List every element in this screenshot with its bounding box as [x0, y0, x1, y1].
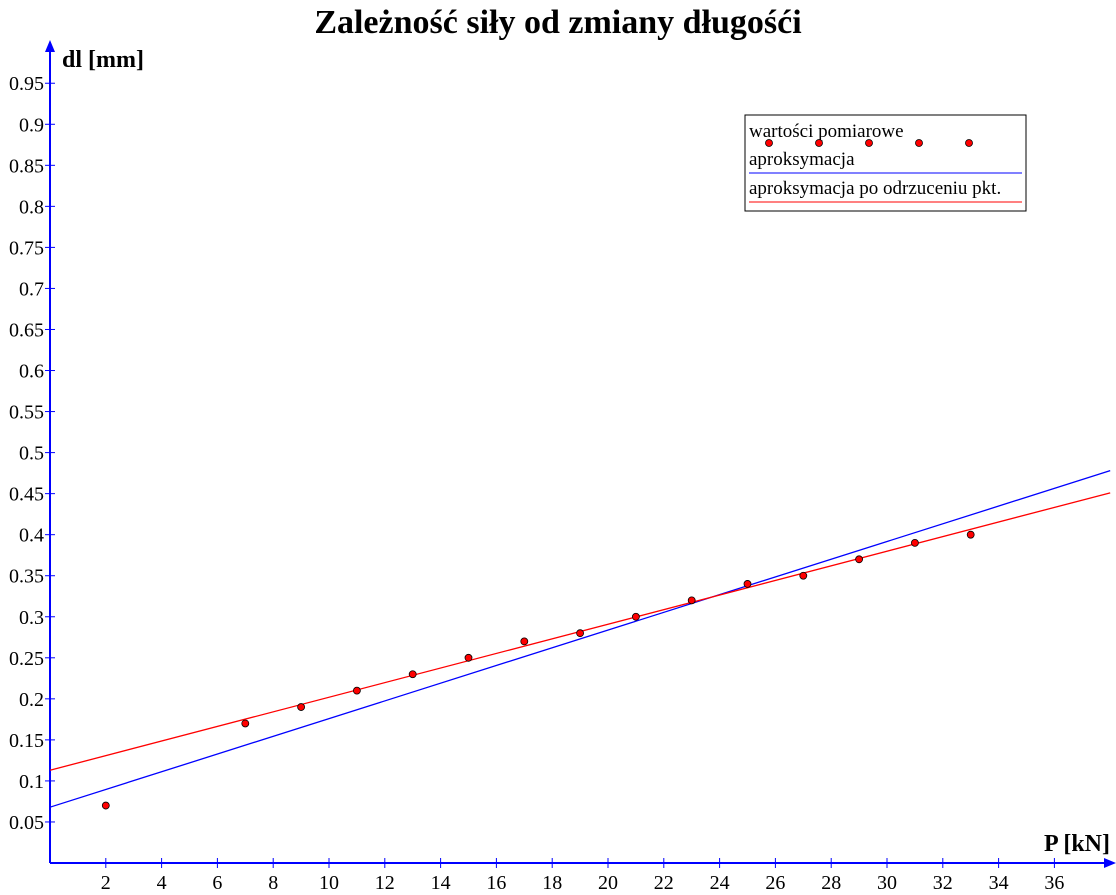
legend-markers-measured [765, 139, 973, 147]
x-axis-arrow [1104, 858, 1116, 868]
data-point [911, 538, 919, 547]
x-tick-label: 26 [765, 872, 785, 894]
legend-label-fit-filtered: aproksymacja po odrzuceniu pkt. [749, 178, 1001, 199]
x-ticks: 2 4 6 8 10 12 14 16 18 20 22 24 26 28 30 32 34 36 [101, 858, 1064, 894]
fit-lines [49, 470, 1111, 808]
x-tick-label: 12 [375, 872, 395, 894]
y-tick-label: 0.8 [19, 196, 44, 218]
legend-marker [915, 139, 923, 147]
x-tick-label: 16 [486, 872, 506, 894]
data-point [799, 571, 808, 580]
legend-marker [865, 139, 873, 147]
data-point [101, 801, 110, 810]
data-point [408, 670, 417, 679]
y-tick-label: 0.5 [19, 443, 44, 465]
y-ticks: 0.05 0.1 0.15 0.2 0.25 0.3 0.35 0.4 0.45 0.5 0.55 0… [9, 73, 55, 834]
data-point [576, 629, 584, 638]
data-point [241, 719, 250, 728]
y-tick-label: 0.55 [9, 402, 44, 424]
legend-marker [765, 139, 773, 147]
y-tick-label: 0.85 [9, 155, 44, 177]
x-tick-label: 14 [431, 872, 451, 894]
y-tick-label: 0.95 [9, 73, 44, 95]
y-tick-label: 0.3 [19, 607, 44, 629]
x-tick-label: 6 [212, 872, 222, 894]
y-tick-label: 0.6 [19, 361, 44, 383]
data-point [687, 596, 696, 605]
x-tick-label: 4 [157, 872, 167, 894]
fit-line [49, 470, 1111, 808]
data-point [520, 637, 529, 646]
legend-label-measured: wartości pomiarowe [749, 121, 904, 142]
y-tick-label: 0.35 [9, 566, 44, 588]
x-tick-label: 24 [710, 872, 730, 894]
x-tick-label: 30 [877, 872, 897, 894]
y-tick-label: 0.05 [9, 812, 44, 834]
y-axis-arrow [45, 40, 55, 52]
chart-title: Zależność siły od zmiany długośći [314, 4, 801, 41]
y-tick-label: 0.7 [19, 278, 44, 300]
x-tick-label: 8 [268, 872, 278, 894]
x-tick-label: 28 [821, 872, 841, 894]
x-tick-label: 2 [101, 872, 111, 894]
legend: wartości pomiarowe aproksymacja aproksym… [744, 114, 1027, 212]
y-tick-label: 0.15 [9, 730, 44, 752]
legend-marker [815, 139, 823, 147]
data-point [743, 580, 752, 588]
data-point [632, 612, 640, 621]
legend-box [744, 114, 1027, 212]
data-point [966, 530, 975, 539]
x-tick-label: 10 [319, 872, 339, 894]
x-tick-label: 20 [598, 872, 618, 894]
x-tick-label: 36 [1044, 872, 1064, 894]
y-axis-label: dl [mm] [62, 47, 144, 73]
y-tick-label: 0.25 [9, 648, 44, 670]
data-points [101, 530, 975, 810]
y-tick-label: 0.65 [9, 319, 44, 341]
data-point [855, 555, 863, 564]
y-tick-label: 0.2 [19, 689, 44, 711]
y-tick-label: 0.4 [19, 525, 44, 547]
legend-label-fit: aproksymacja [749, 149, 855, 170]
x-tick-label: 32 [933, 872, 953, 894]
legend-marker [965, 139, 973, 147]
data-point [297, 703, 306, 711]
y-tick-label: 0.1 [19, 771, 44, 793]
x-axis-label: P [kN] [1044, 831, 1110, 857]
y-tick-label: 0.75 [9, 237, 44, 259]
x-tick-label: 34 [989, 872, 1009, 894]
data-point [464, 653, 473, 662]
axes [45, 40, 1116, 868]
x-tick-label: 22 [654, 872, 674, 894]
y-tick-label: 0.45 [9, 484, 44, 506]
data-point [352, 686, 361, 695]
x-tick-label: 18 [542, 872, 562, 894]
y-tick-label: 0.9 [19, 114, 44, 136]
